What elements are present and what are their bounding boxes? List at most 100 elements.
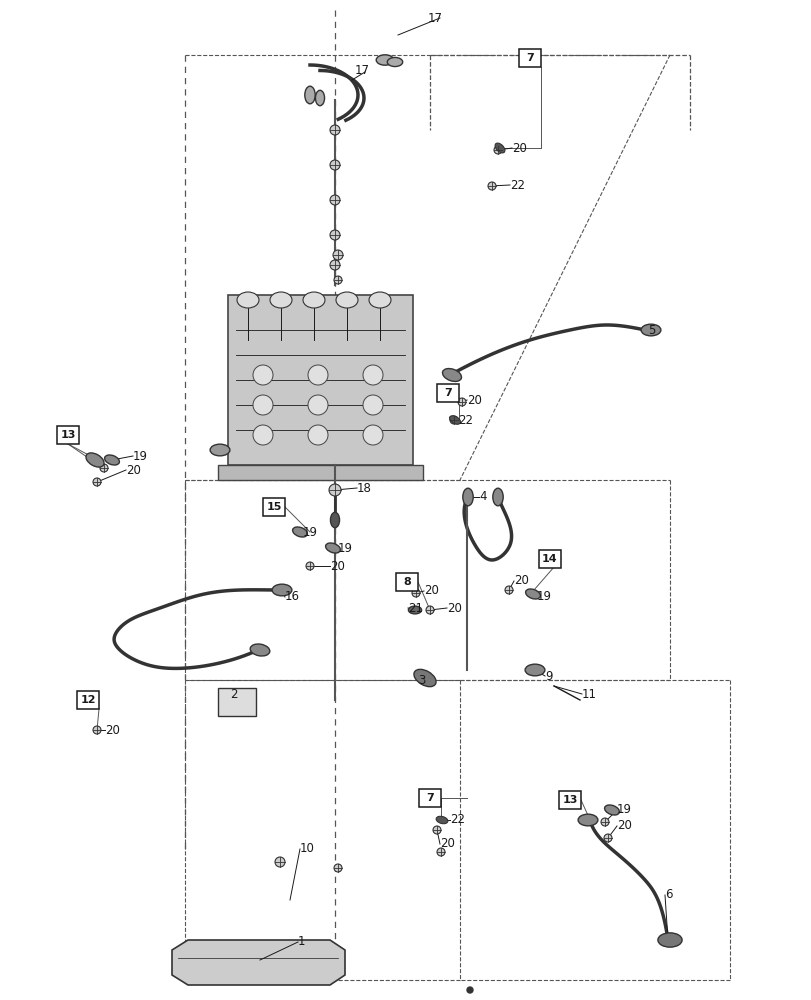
Circle shape bbox=[275, 857, 285, 867]
Circle shape bbox=[363, 365, 383, 385]
Text: 7: 7 bbox=[444, 388, 451, 398]
Ellipse shape bbox=[442, 369, 461, 381]
Text: 16: 16 bbox=[285, 590, 299, 603]
Circle shape bbox=[100, 464, 108, 472]
Text: 17: 17 bbox=[427, 12, 443, 25]
Circle shape bbox=[432, 826, 440, 834]
Text: 22: 22 bbox=[449, 813, 465, 826]
Ellipse shape bbox=[270, 292, 292, 308]
Circle shape bbox=[253, 425, 272, 445]
Text: 13: 13 bbox=[60, 430, 75, 440]
Circle shape bbox=[333, 276, 341, 284]
Text: 20: 20 bbox=[440, 837, 454, 850]
Circle shape bbox=[487, 182, 496, 190]
Circle shape bbox=[93, 478, 101, 486]
Ellipse shape bbox=[237, 292, 259, 308]
Text: 20: 20 bbox=[616, 819, 631, 832]
Bar bbox=[263, 498, 285, 516]
Circle shape bbox=[493, 146, 501, 154]
Ellipse shape bbox=[304, 86, 315, 104]
Text: 20: 20 bbox=[329, 560, 345, 572]
Bar bbox=[217, 465, 423, 480]
Text: 3: 3 bbox=[418, 674, 425, 686]
Text: 5: 5 bbox=[647, 324, 654, 336]
Text: 19: 19 bbox=[303, 526, 318, 538]
Ellipse shape bbox=[387, 57, 402, 67]
Text: 8: 8 bbox=[402, 577, 410, 587]
Text: 1: 1 bbox=[298, 935, 305, 948]
Ellipse shape bbox=[325, 543, 340, 553]
Circle shape bbox=[307, 365, 328, 385]
Circle shape bbox=[411, 589, 419, 597]
Bar bbox=[396, 573, 418, 591]
Bar bbox=[57, 426, 79, 444]
Circle shape bbox=[436, 848, 444, 856]
Circle shape bbox=[329, 195, 340, 205]
Circle shape bbox=[328, 484, 341, 496]
Circle shape bbox=[329, 125, 340, 135]
Text: 20: 20 bbox=[512, 142, 526, 155]
Ellipse shape bbox=[250, 644, 269, 656]
Text: 15: 15 bbox=[266, 502, 281, 512]
Ellipse shape bbox=[105, 455, 119, 465]
Circle shape bbox=[253, 365, 272, 385]
Text: 20: 20 bbox=[466, 393, 481, 406]
Text: 20: 20 bbox=[423, 584, 438, 597]
Ellipse shape bbox=[495, 143, 504, 153]
Text: 22: 22 bbox=[457, 414, 473, 426]
Ellipse shape bbox=[368, 292, 391, 308]
Ellipse shape bbox=[414, 669, 436, 687]
Circle shape bbox=[333, 250, 342, 260]
Circle shape bbox=[333, 864, 341, 872]
Ellipse shape bbox=[336, 292, 358, 308]
Circle shape bbox=[363, 425, 383, 445]
Bar bbox=[518, 49, 540, 67]
Ellipse shape bbox=[462, 488, 473, 506]
Circle shape bbox=[93, 726, 101, 734]
Circle shape bbox=[329, 230, 340, 240]
Text: 13: 13 bbox=[562, 795, 577, 805]
Ellipse shape bbox=[604, 805, 619, 815]
Circle shape bbox=[329, 260, 340, 270]
Circle shape bbox=[457, 398, 466, 406]
Bar bbox=[539, 550, 560, 568]
Ellipse shape bbox=[449, 416, 460, 424]
Text: 20: 20 bbox=[446, 601, 461, 614]
Ellipse shape bbox=[525, 589, 540, 599]
Text: 7: 7 bbox=[526, 53, 533, 63]
Text: 14: 14 bbox=[542, 554, 557, 564]
Circle shape bbox=[307, 425, 328, 445]
Text: 10: 10 bbox=[299, 842, 315, 855]
Ellipse shape bbox=[272, 584, 291, 596]
Polygon shape bbox=[172, 940, 345, 985]
Circle shape bbox=[449, 416, 457, 424]
Text: 21: 21 bbox=[407, 601, 423, 614]
Ellipse shape bbox=[525, 664, 544, 676]
Circle shape bbox=[363, 395, 383, 415]
Circle shape bbox=[307, 395, 328, 415]
Text: 20: 20 bbox=[126, 464, 140, 477]
Bar bbox=[217, 688, 255, 716]
Circle shape bbox=[466, 987, 473, 993]
Text: 20: 20 bbox=[105, 724, 120, 736]
Text: 7: 7 bbox=[426, 793, 433, 803]
Bar bbox=[436, 384, 458, 402]
Circle shape bbox=[600, 818, 608, 826]
Circle shape bbox=[306, 562, 314, 570]
Ellipse shape bbox=[408, 606, 421, 614]
Text: 22: 22 bbox=[509, 179, 525, 192]
Ellipse shape bbox=[577, 814, 597, 826]
Text: 18: 18 bbox=[357, 482, 371, 494]
Text: 4: 4 bbox=[478, 490, 486, 504]
Text: 6: 6 bbox=[664, 888, 672, 901]
Ellipse shape bbox=[315, 90, 324, 106]
Ellipse shape bbox=[86, 453, 104, 467]
Text: 19: 19 bbox=[337, 542, 353, 554]
Circle shape bbox=[253, 395, 272, 415]
Ellipse shape bbox=[657, 933, 681, 947]
Bar bbox=[77, 691, 99, 709]
Text: 12: 12 bbox=[80, 695, 96, 705]
Ellipse shape bbox=[641, 324, 660, 336]
Circle shape bbox=[426, 606, 433, 614]
Ellipse shape bbox=[210, 444, 230, 456]
